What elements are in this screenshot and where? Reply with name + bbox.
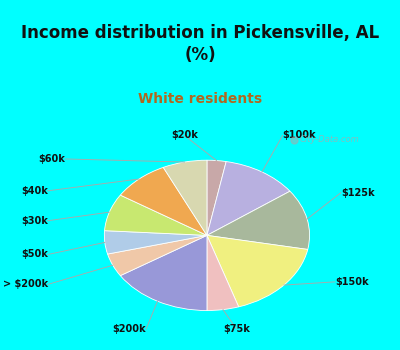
Text: City-Data.com: City-Data.com <box>300 135 360 144</box>
Wedge shape <box>104 195 207 235</box>
Text: $40k: $40k <box>21 186 48 196</box>
Wedge shape <box>207 235 239 310</box>
Wedge shape <box>163 160 207 235</box>
Text: $75k: $75k <box>223 324 250 334</box>
Wedge shape <box>104 231 207 254</box>
Text: $50k: $50k <box>21 250 48 259</box>
Wedge shape <box>207 160 226 235</box>
Text: $150k: $150k <box>335 277 368 287</box>
Text: $100k: $100k <box>283 131 316 140</box>
Text: $200k: $200k <box>112 324 146 334</box>
Text: $125k: $125k <box>341 188 374 198</box>
Wedge shape <box>207 191 310 250</box>
Text: $20k: $20k <box>171 131 198 140</box>
Text: White residents: White residents <box>138 92 262 106</box>
Text: > $200k: > $200k <box>3 279 48 289</box>
Text: Income distribution in Pickensville, AL
(%): Income distribution in Pickensville, AL … <box>21 24 379 64</box>
Wedge shape <box>120 235 207 310</box>
Text: $30k: $30k <box>21 216 48 226</box>
Text: $60k: $60k <box>38 154 65 164</box>
Wedge shape <box>207 162 290 235</box>
Wedge shape <box>120 167 207 235</box>
Wedge shape <box>207 235 308 307</box>
Wedge shape <box>108 235 207 276</box>
